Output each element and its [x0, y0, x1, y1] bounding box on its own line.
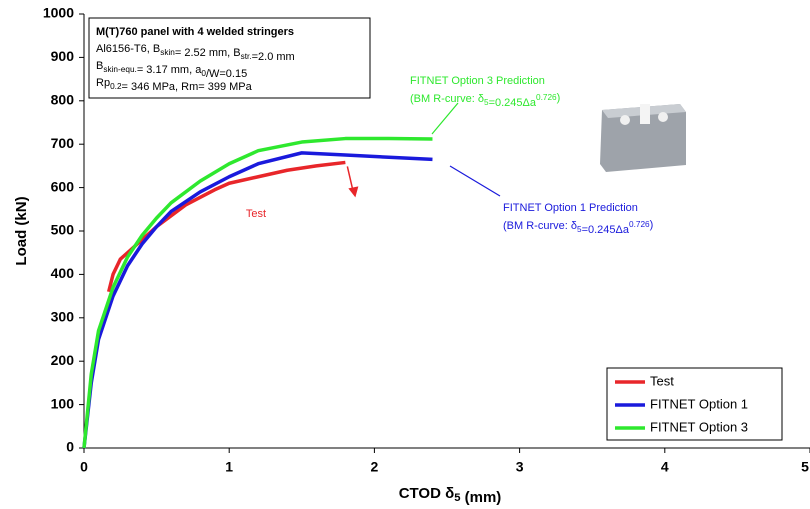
annotation-text: FITNET Option 1 Prediction [503, 202, 638, 214]
text-part: =2.0 mm [252, 51, 295, 63]
x-tick-label: 4 [661, 459, 669, 475]
x-axis-label: CTOD δ5 (mm) [399, 485, 502, 506]
y-axis-label: Load (kN) [13, 196, 30, 265]
series-line [109, 162, 346, 291]
annotation-leader [432, 103, 458, 134]
text-part: δ [445, 485, 454, 502]
y-tick-label: 800 [51, 92, 75, 108]
subscript: skin-equ. [103, 65, 136, 74]
series-line [84, 139, 432, 448]
y-tick-label: 600 [51, 178, 75, 194]
text-part: =0.245Δa [489, 97, 537, 109]
text-part: = 2.52 mm, B [175, 47, 241, 59]
y-tick-label: 200 [51, 352, 75, 368]
x-tick-label: 2 [371, 459, 379, 475]
y-tick-label: 400 [51, 265, 75, 281]
y-tick-label: 900 [51, 48, 75, 64]
subscript: 0.2 [110, 82, 122, 91]
y-tick-label: 1000 [43, 5, 74, 21]
annotation-leader [450, 166, 500, 196]
y-tick-label: 500 [51, 222, 75, 238]
text-part: ) [557, 92, 561, 104]
text-part: = 3.17 mm, a [137, 64, 202, 76]
y-tick-label: 0 [66, 439, 74, 455]
text-part: Rp [96, 77, 110, 89]
annotation-text: FITNET Option 3 Prediction [410, 75, 545, 87]
specimen-image [600, 104, 686, 172]
x-tick-label: 1 [225, 459, 233, 475]
y-tick-label: 300 [51, 309, 75, 325]
arrow-head [348, 186, 358, 197]
y-tick-label: 100 [51, 395, 75, 411]
x-tick-label: 5 [801, 459, 809, 475]
superscript: 0.726 [536, 93, 557, 102]
subscript: str. [241, 52, 252, 61]
series-line [84, 153, 432, 448]
text-part: B [96, 60, 103, 72]
text-part: = 346 MPa, Rm= 399 MPa [122, 81, 253, 93]
text-part: Al6156-T6, B [96, 43, 160, 55]
text-part: FITNET Option 3 Prediction [410, 75, 545, 87]
info-line: M(T)760 panel with 4 welded stringers [96, 26, 294, 38]
annotation-text: Test [246, 208, 266, 220]
legend-label: Test [650, 373, 674, 388]
text-part: (BM R-curve: δ [410, 93, 484, 105]
text-part: Test [246, 208, 266, 220]
text-part: (BM R-curve: δ [503, 220, 577, 232]
x-tick-label: 3 [516, 459, 524, 475]
text-part: FITNET Option 1 Prediction [503, 202, 638, 214]
text-part: (mm) [460, 489, 501, 506]
annotation-text: (BM R-curve: δ5=0.245Δa0.726) [503, 219, 653, 236]
superscript: 0.726 [629, 220, 650, 229]
text-part: M(T)760 panel with 4 welded stringers [96, 26, 294, 38]
text-part: ) [650, 219, 654, 231]
x-tick-label: 0 [80, 459, 88, 475]
text-part: /W=0.15 [206, 68, 247, 80]
annotation-text: (BM R-curve: δ5=0.245Δa0.726) [410, 92, 560, 109]
y-tick-label: 700 [51, 135, 75, 151]
chart: 0 100 200 300 400 500 600 700 800 900 1000 0 1 2 3 4 5 CT… [0, 0, 810, 509]
legend-label: FITNET Option 1 [650, 396, 748, 411]
text-part: =0.245Δa [582, 224, 630, 236]
legend-label: FITNET Option 3 [650, 419, 748, 434]
subscript: skin [160, 48, 175, 57]
text-part: CTOD [399, 485, 445, 502]
